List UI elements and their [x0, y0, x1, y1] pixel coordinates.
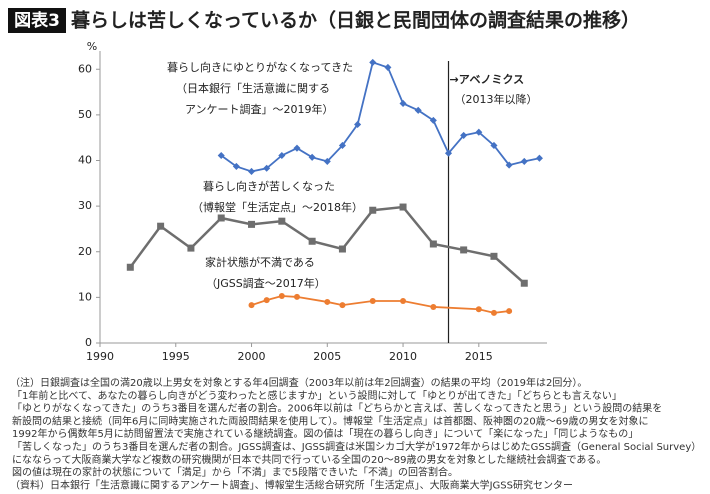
- series-sublabel: （日本銀行「生活意識に関する: [176, 81, 330, 95]
- marker: [263, 164, 271, 172]
- marker: [400, 298, 407, 305]
- series-sublabel: アンケート調査」～2019年）: [185, 102, 334, 116]
- marker: [369, 206, 377, 214]
- note-line: 「ゆとりがなくなってきた」のうち3番目を選んだ者の割合。2006年以前は「どちら…: [12, 402, 662, 415]
- marker: [338, 245, 346, 253]
- marker: [429, 116, 437, 124]
- note-line: 「1年前と比べて、あなたの暮らし向きがどう変わったと感じますか」という設問に対し…: [12, 389, 622, 402]
- series-label: 家計状態が不満である: [205, 255, 315, 269]
- marker: [339, 302, 346, 309]
- note-line: になならって大阪商業大学など複数の研究機関が日本で共同で行っている全国の20～8…: [12, 453, 606, 466]
- series-sublabel: （博報堂「生活定点」～2018年）: [192, 200, 363, 214]
- chart-title: 暮らしは苦しくなっているか（日銀と民間団体の調査結果の推移）: [70, 9, 640, 32]
- note-line: （資料）日本銀行「生活意識に関するアンケート調査」、博報堂生活総合研究所「生活定…: [10, 478, 573, 491]
- marker: [490, 252, 498, 260]
- marker: [293, 144, 301, 152]
- marker: [506, 308, 513, 315]
- series-label: 暮らし向きが苦しくなった: [203, 179, 335, 193]
- marker: [263, 297, 270, 304]
- marker: [232, 162, 240, 170]
- x-tick-label: 2000: [238, 350, 266, 363]
- marker: [369, 298, 376, 305]
- vline-sublabel: （2013年以降）: [455, 92, 538, 106]
- note-line: 図の値は現在の家計の状態について「満足」から「不満」まで5段階できいた「不満」の…: [12, 466, 458, 479]
- marker: [278, 151, 286, 160]
- marker: [384, 63, 392, 71]
- marker: [444, 149, 453, 157]
- badge-box: [8, 8, 66, 33]
- marker: [475, 306, 482, 313]
- series-label: 暮らし向きにゆとりがなくなってきた: [167, 60, 353, 74]
- y-tick-label: 50: [78, 108, 92, 121]
- marker: [429, 240, 437, 248]
- marker: [414, 106, 422, 114]
- y-tick-label: 10: [78, 290, 92, 303]
- note-line: （注）日銀調査は全国の満20歳以上男女を対象とする年4回調査（2003年以前は年…: [10, 376, 587, 389]
- y-unit: %: [87, 40, 97, 53]
- badge: 図表3: [14, 10, 60, 31]
- marker: [126, 263, 134, 271]
- marker: [369, 58, 377, 66]
- marker: [460, 131, 468, 139]
- marker: [338, 141, 346, 149]
- x-tick-label: 2015: [465, 350, 493, 363]
- marker: [520, 157, 528, 165]
- marker: [520, 279, 528, 287]
- series-line: [251, 295, 510, 314]
- marker: [323, 157, 331, 165]
- x-tick-label: 2005: [313, 350, 341, 363]
- marker: [505, 161, 513, 169]
- series-line: [220, 61, 540, 173]
- vline-label: →アベノミクス: [450, 73, 525, 86]
- marker: [460, 246, 468, 254]
- marker: [217, 214, 225, 222]
- marker: [324, 298, 331, 305]
- marker: [278, 217, 286, 225]
- marker: [399, 203, 407, 211]
- y-tick-label: 40: [78, 154, 92, 167]
- series-sublabel: （JGSS調査～2017年）: [206, 276, 326, 290]
- y-tick-label: 30: [78, 199, 92, 212]
- marker: [187, 244, 195, 252]
- y-tick-label: 0: [85, 336, 92, 349]
- marker: [430, 303, 437, 310]
- marker: [535, 154, 543, 162]
- y-tick-label: 60: [78, 62, 92, 75]
- marker: [247, 167, 256, 175]
- marker: [157, 222, 165, 230]
- marker: [354, 120, 362, 128]
- x-tick-label: 1990: [86, 350, 114, 363]
- y-tick-label: 20: [78, 245, 92, 258]
- marker: [399, 99, 407, 108]
- marker: [475, 128, 483, 136]
- marker: [308, 237, 316, 245]
- marker: [293, 293, 300, 300]
- marker: [278, 293, 285, 300]
- x-tick-label: 1995: [162, 350, 190, 363]
- x-tick-label: 2010: [389, 350, 417, 363]
- marker: [308, 153, 316, 161]
- marker: [217, 151, 225, 160]
- marker: [248, 302, 255, 309]
- series-line: [129, 205, 526, 285]
- marker: [490, 141, 498, 149]
- note-line: 1992年から偶数年5月に訪問留置法で実施されている継続調査。図の値は「現在の暮…: [12, 427, 638, 440]
- marker: [248, 220, 256, 228]
- note-line: 「苦しくなった」のうち3番目を選んだ者の割合。JGSS調査は、JGSS調査は米国…: [12, 440, 701, 453]
- note-line: 新設問の結果と接続（同年6月に同時実施された両設問結果を使用して）。博報堂「生活…: [12, 414, 649, 427]
- marker: [490, 309, 497, 316]
